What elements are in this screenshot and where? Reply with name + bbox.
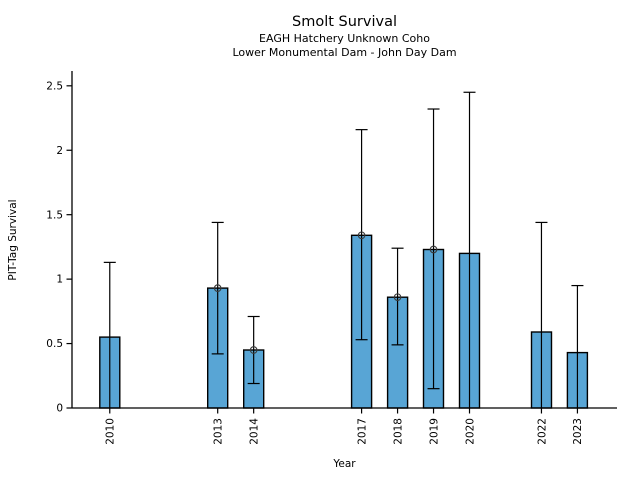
- point-marker-2017: [357, 231, 366, 240]
- x-tick-label-2018: 2018: [392, 418, 404, 445]
- plot-area: 0 0.5 1 1.5 2 2.5 2010 2013 2014 2017 2018 2019 2020…: [46, 71, 617, 445]
- x-axis-label: Year: [332, 458, 356, 470]
- x-tick-label-2014: 2014: [248, 418, 260, 445]
- chart-title: Smolt Survival: [292, 14, 397, 30]
- point-marker-2018: [393, 293, 402, 302]
- y-axis-label: PIT-Tag Survival: [7, 199, 19, 280]
- point-marker-2013: [213, 284, 222, 292]
- chart-subtitle-line2: Lower Monumental Dam - John Day Dam: [232, 46, 456, 59]
- point-marker-2019: [429, 245, 438, 254]
- y-tick-label-1: 1: [56, 274, 63, 286]
- y-tick-label-2: 2: [56, 145, 63, 157]
- y-tick-label-0.5: 0.5: [46, 338, 63, 350]
- x-tick-label-2022: 2022: [536, 418, 548, 445]
- point-marker-2014: [249, 346, 258, 354]
- y-tick-label-1.5: 1.5: [46, 209, 63, 221]
- x-tick-label-2010: 2010: [105, 418, 117, 445]
- x-tick-label-2017: 2017: [356, 418, 368, 445]
- x-tick-label-2023: 2023: [572, 418, 584, 445]
- chart-subtitle-line1: EAGH Hatchery Unknown Coho: [259, 32, 430, 45]
- y-tick-label-2.5: 2.5: [46, 80, 63, 92]
- y-tick-label-0: 0: [56, 403, 63, 415]
- x-tick-label-2020: 2020: [464, 418, 476, 445]
- x-tick-label-2013: 2013: [212, 418, 224, 445]
- x-tick-label-2019: 2019: [428, 418, 440, 445]
